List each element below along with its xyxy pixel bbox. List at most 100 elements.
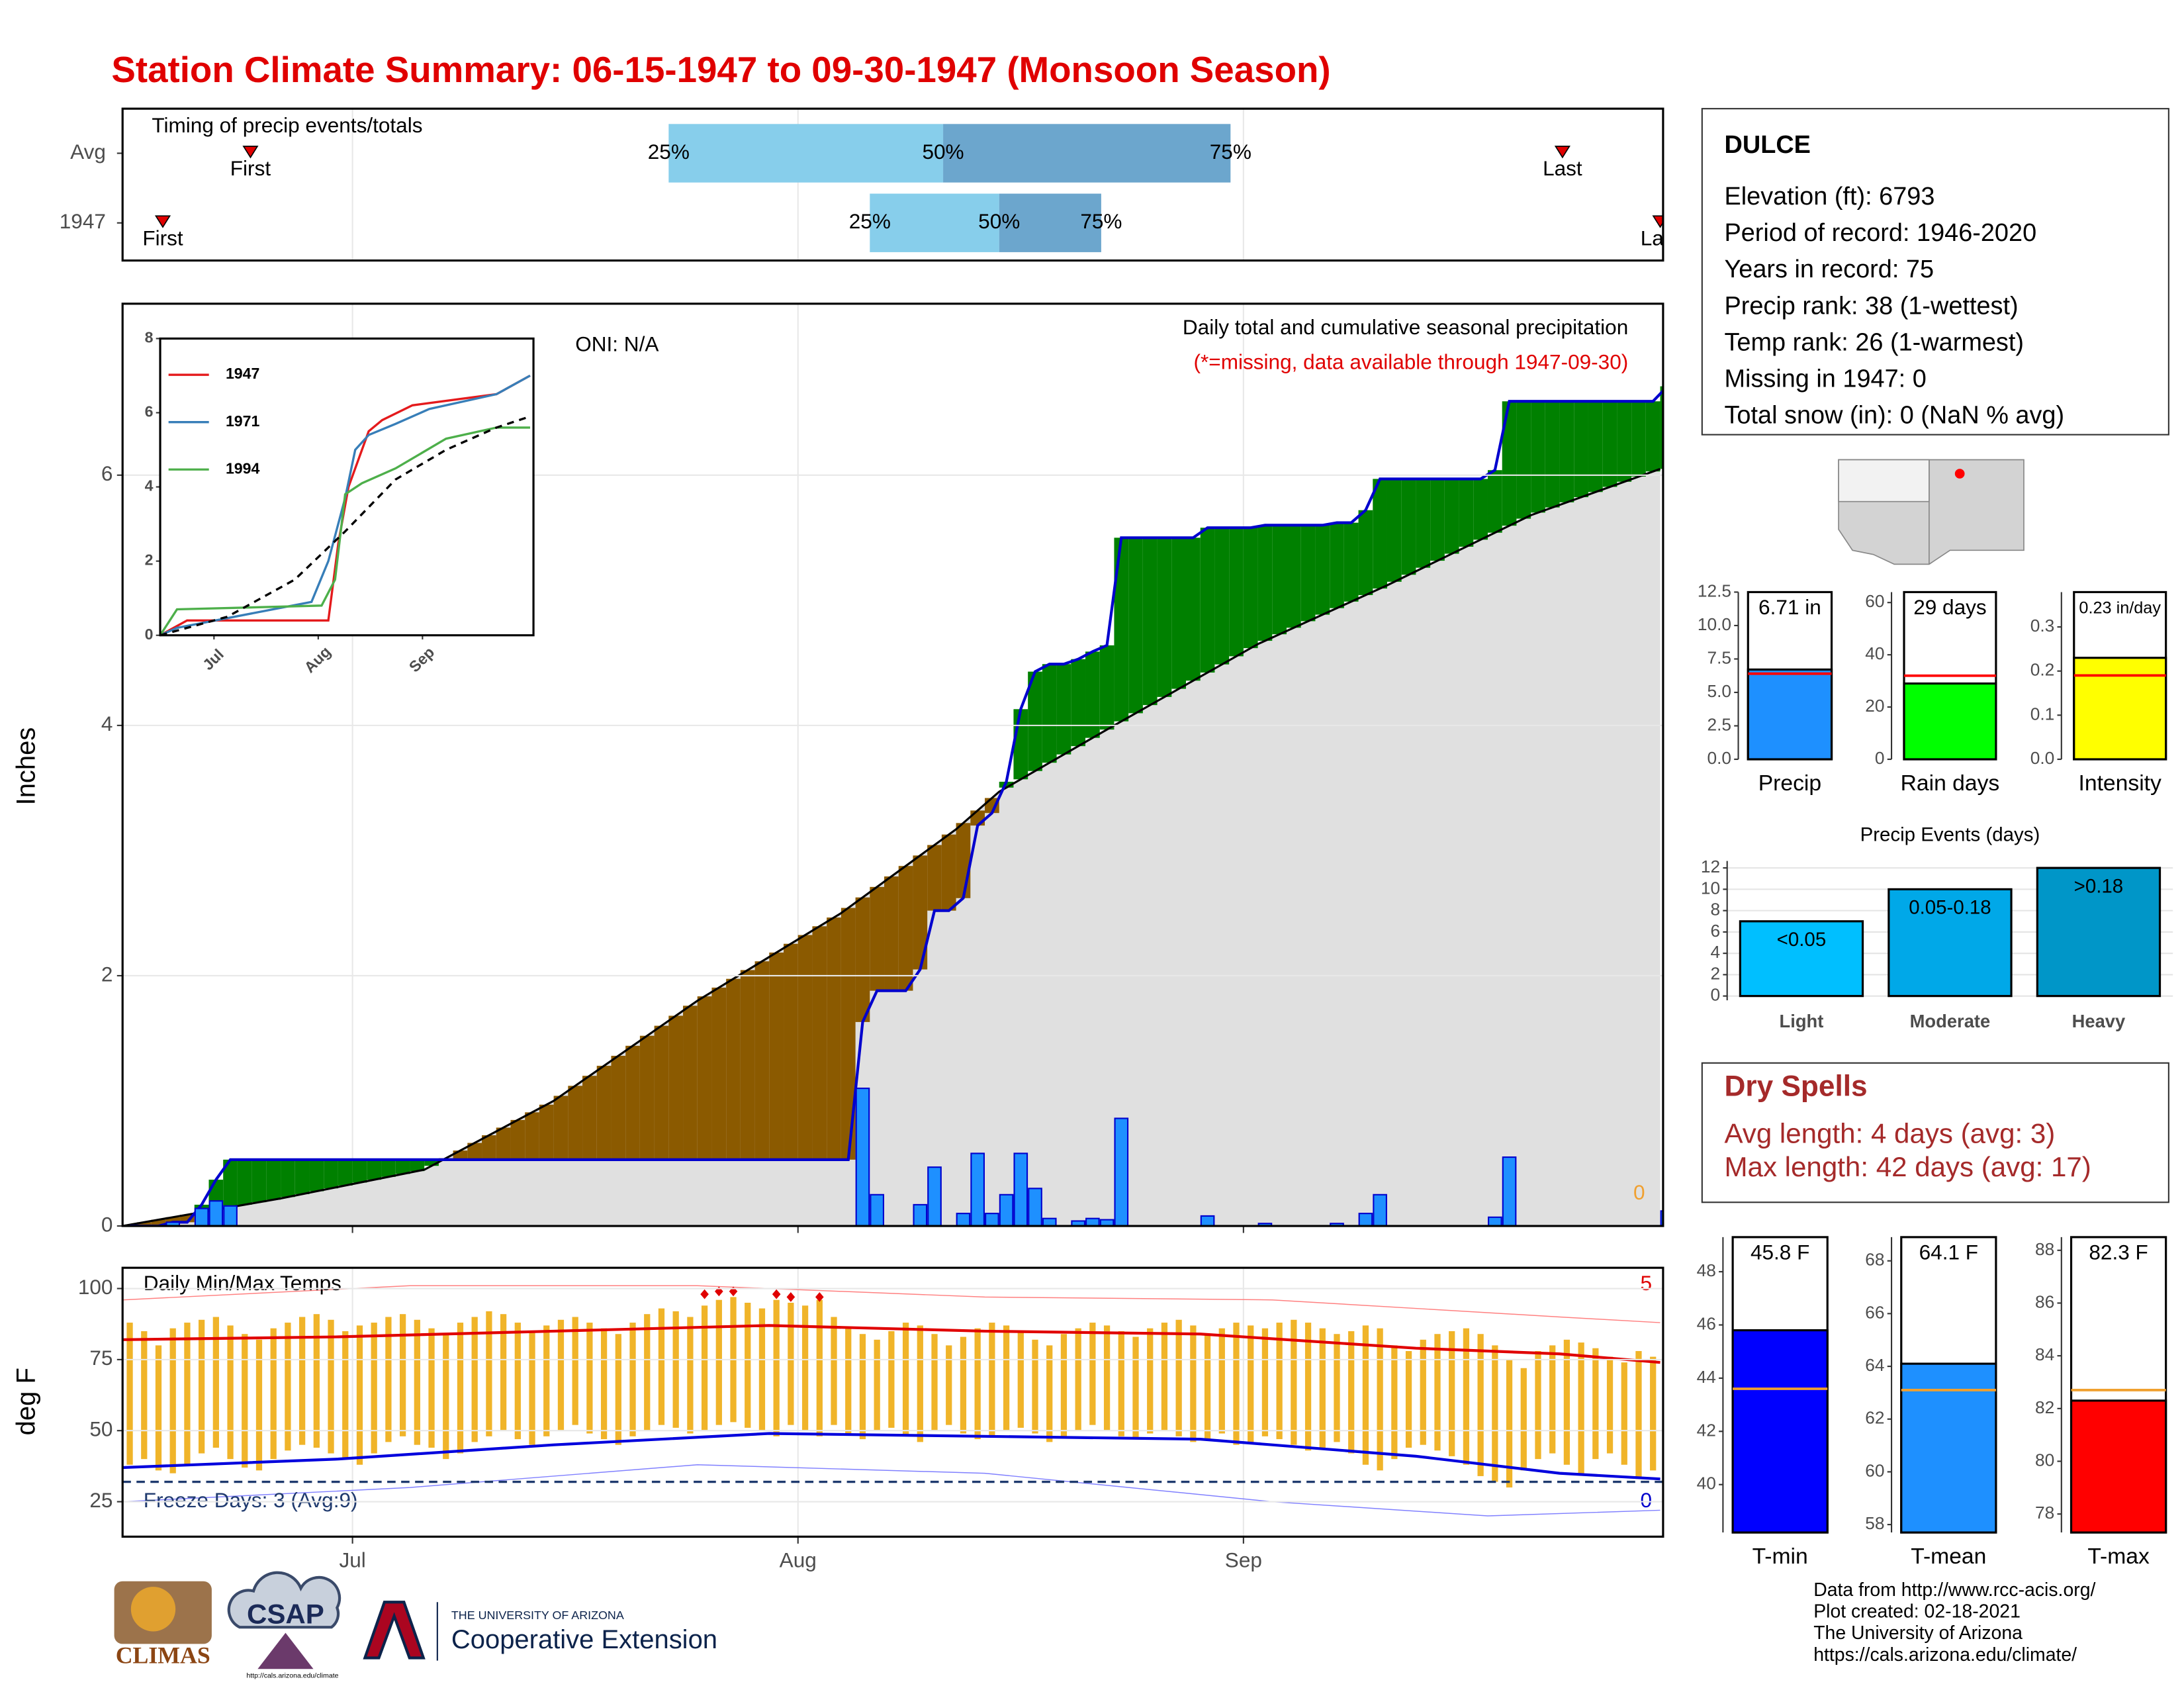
deficit-fill [482, 1135, 496, 1160]
surplus-fill [237, 1159, 252, 1205]
temp-range-bar [500, 1314, 507, 1431]
daily-precip-bar [1373, 1194, 1387, 1227]
mini-value-label: 29 days [1913, 595, 1986, 619]
temp-range-bar [1592, 1348, 1599, 1460]
deficit-fill [841, 908, 856, 1160]
inset-frame [159, 337, 535, 637]
surplus-fill [1142, 538, 1158, 706]
record-high-marker [700, 1289, 709, 1299]
mini-category-label: Precip [1758, 771, 1821, 796]
temp-range-bar [1075, 1328, 1081, 1431]
record-high-count: 5 [1641, 1271, 1653, 1295]
quartile-bar [943, 124, 1231, 183]
surplus-fill [1272, 525, 1287, 635]
y-tick-label: 0 [101, 1212, 113, 1236]
mini-y-tick-label: 62 [1865, 1408, 1884, 1428]
temp-range-bar [1304, 1323, 1312, 1451]
daily-precip-bar [1013, 1152, 1028, 1227]
mini-y-tick-label: 40 [1865, 643, 1884, 663]
mini-value-label: 0.23 in/day [2079, 598, 2161, 617]
cumulative-line [130, 389, 1663, 1227]
mini-category-label: Rain days [1901, 771, 2000, 796]
temp-range-bar [255, 1339, 263, 1471]
legend-label: 1947 [226, 365, 259, 382]
deficit-fill [510, 1119, 525, 1160]
event-category-label: Heavy [2072, 1011, 2126, 1031]
temp-range-bar [644, 1314, 651, 1431]
surplus-fill [1660, 386, 1663, 469]
daily-precip-bar [1488, 1216, 1502, 1227]
mini-y-tick-label: 82 [2035, 1397, 2054, 1417]
inset-y-tick-label: 6 [145, 403, 154, 420]
surplus-fill [223, 1159, 238, 1207]
deficit-fill [754, 961, 770, 1160]
extension-name: Cooperative Extension [451, 1625, 717, 1654]
temp-range-bar [1204, 1334, 1211, 1440]
temp-range-bar [1405, 1350, 1412, 1448]
y-tick-label: 25 [89, 1488, 113, 1512]
temp-range-bar [1017, 1331, 1024, 1428]
surplus-fill [1516, 401, 1531, 519]
event-bar [1888, 888, 2013, 998]
x-tick-label: Aug [780, 1548, 817, 1572]
mini-category-label: T-mean [1911, 1544, 1986, 1569]
inset-series-line [159, 426, 530, 636]
timing-marker-label: Last [1543, 156, 1582, 180]
temp-range-bar [212, 1317, 219, 1448]
temp-range-bar [658, 1308, 665, 1425]
deficit-fill [697, 996, 712, 1160]
event-bar [2036, 867, 2161, 998]
deficit-fill [639, 1035, 655, 1160]
temp-line [122, 1285, 1661, 1323]
temp-range-bar [169, 1328, 176, 1474]
temp-range-bar [1060, 1334, 1068, 1436]
surplus-fill [1128, 538, 1143, 714]
daily-precip-bar [855, 1088, 870, 1227]
mini-column-bar [1747, 668, 1833, 761]
y-tick-label: 2 [101, 962, 113, 986]
precip-panel: ONI: N/A Daily total and cumulative seaso… [122, 303, 1663, 1227]
surplus-fill [1459, 479, 1474, 547]
temp-range-bar [888, 1331, 895, 1428]
timing-panel: Timing of precip events/totals 25% 50% 75% F… [122, 109, 1663, 261]
temp-range-bar [1291, 1319, 1297, 1445]
temp-range-bar [917, 1325, 923, 1442]
surplus-fill [1545, 401, 1560, 508]
mini-y-tick-label: 0.0 [1707, 748, 1731, 768]
mini-y-tick-label: 5.0 [1707, 681, 1731, 701]
daily-precip-bar [913, 1203, 928, 1227]
precip-frame [121, 303, 1664, 1227]
temp-range-bar [859, 1334, 866, 1440]
mini-column-bar [2073, 657, 2167, 761]
info-box [1701, 108, 2169, 436]
daily-precip-bar [165, 1221, 181, 1227]
mini-y-tick-label: 7.5 [1707, 647, 1731, 667]
average-area [122, 469, 1661, 1227]
daily-precip-bar [956, 1213, 971, 1227]
mini-value-label: 64.1 F [1919, 1240, 1978, 1264]
deficit-fill [625, 1045, 640, 1160]
surplus-fill [1056, 664, 1071, 755]
credit-line: Data from http://www.rcc-acis.org/ [1813, 1579, 2095, 1601]
mini-y-tick-label: 78 [2035, 1503, 2054, 1523]
surplus-fill [1071, 659, 1086, 747]
temp-range-bar [845, 1328, 852, 1434]
temp-range-bar [428, 1328, 435, 1448]
temp-range-bar [443, 1334, 449, 1460]
dry-spell-line: Avg length: 4 days (avg: 3) [1724, 1117, 2055, 1149]
temp-range-bar [529, 1331, 535, 1445]
surplus-fill [1430, 479, 1445, 561]
daily-precip-bar [223, 1205, 238, 1227]
surplus-fill [1315, 525, 1330, 615]
panel-title: Daily Min/Max Temps [144, 1271, 341, 1295]
mini-y-tick-label: 0.1 [2030, 704, 2055, 724]
surplus-fill [1257, 525, 1273, 641]
temp-range-bar [414, 1319, 420, 1445]
temp-range-bar [672, 1311, 679, 1428]
y-tick-label: 4 [101, 712, 113, 735]
dry-spell-line: Max length: 42 days (avg: 17) [1724, 1151, 2091, 1182]
mini-y-tick-label: 20 [1865, 696, 1884, 716]
temp-range-bar [1003, 1325, 1010, 1431]
daily-precip-bar [1028, 1188, 1042, 1227]
temp-range-bar [629, 1323, 636, 1436]
